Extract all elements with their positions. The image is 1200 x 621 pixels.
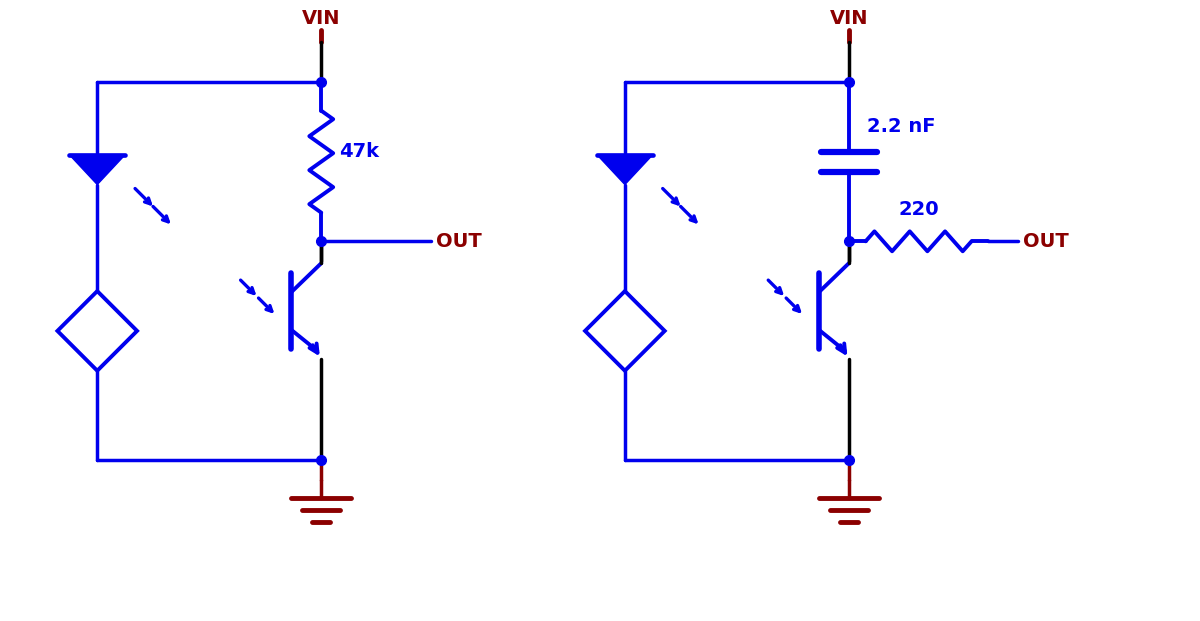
Polygon shape	[598, 155, 653, 184]
Polygon shape	[70, 155, 125, 184]
Text: 220: 220	[899, 201, 938, 219]
Polygon shape	[58, 291, 137, 371]
Text: VIN: VIN	[829, 9, 868, 29]
Polygon shape	[586, 291, 665, 371]
Text: VIN: VIN	[302, 9, 341, 29]
Text: 47k: 47k	[340, 142, 379, 161]
Text: OUT: OUT	[1024, 232, 1069, 251]
Text: 2.2 nF: 2.2 nF	[866, 117, 935, 137]
Text: OUT: OUT	[436, 232, 481, 251]
